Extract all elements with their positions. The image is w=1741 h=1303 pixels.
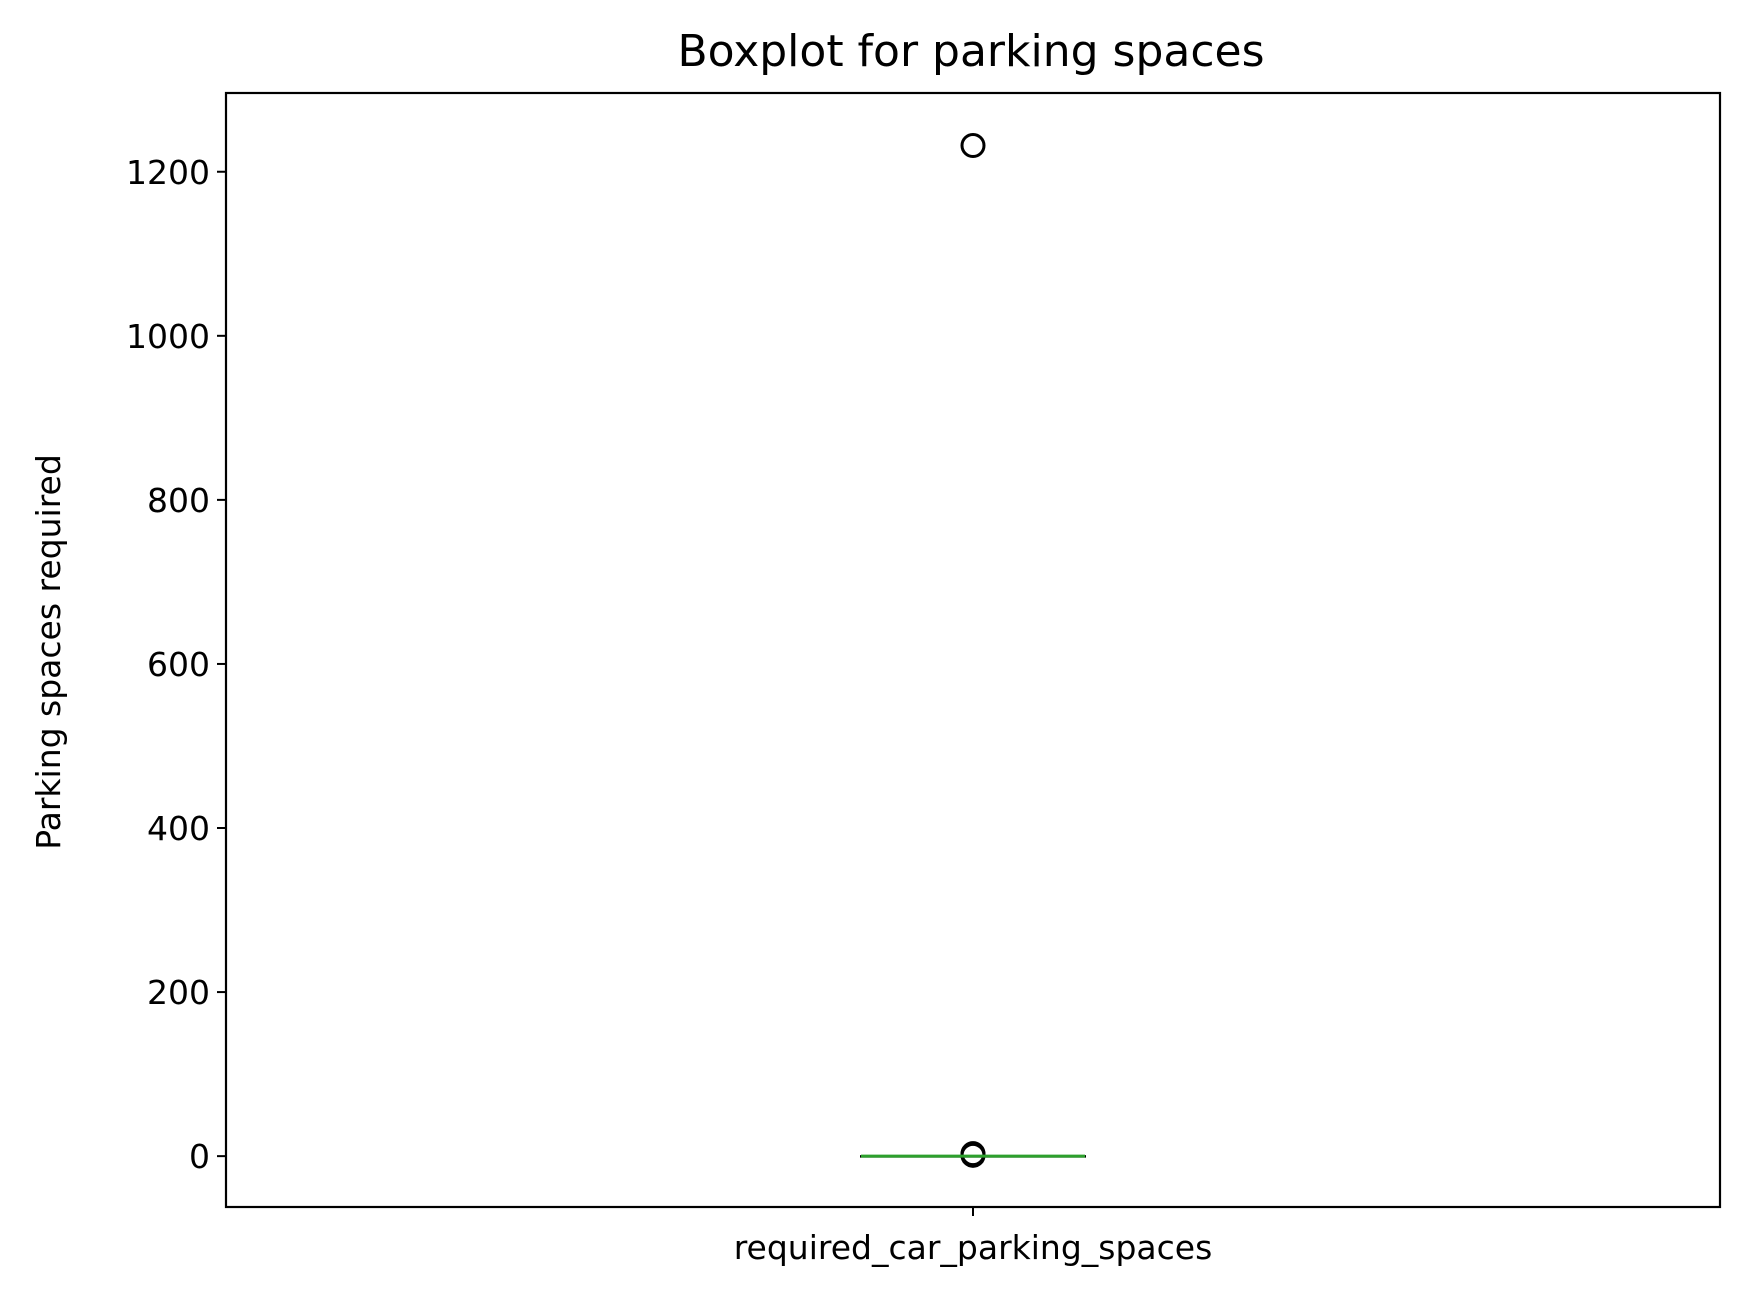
y-tick-label: 1200 (126, 153, 210, 192)
chart-title: Boxplot for parking spaces (677, 26, 1264, 77)
y-tick-label: 200 (147, 973, 210, 1012)
outlier-point (960, 1141, 986, 1167)
y-tick-label: 600 (147, 645, 210, 684)
y-tick-label: 1000 (126, 317, 210, 356)
y-tick-label: 400 (147, 809, 210, 848)
x-tick-label: required_car_parking_spaces (734, 1228, 1213, 1267)
y-tick-label: 0 (189, 1137, 210, 1176)
y-tick-label: 800 (147, 481, 210, 520)
outlier-point (960, 133, 986, 159)
y-axis-label: Parking spaces required (29, 454, 68, 850)
plot-frame (224, 91, 1722, 1209)
